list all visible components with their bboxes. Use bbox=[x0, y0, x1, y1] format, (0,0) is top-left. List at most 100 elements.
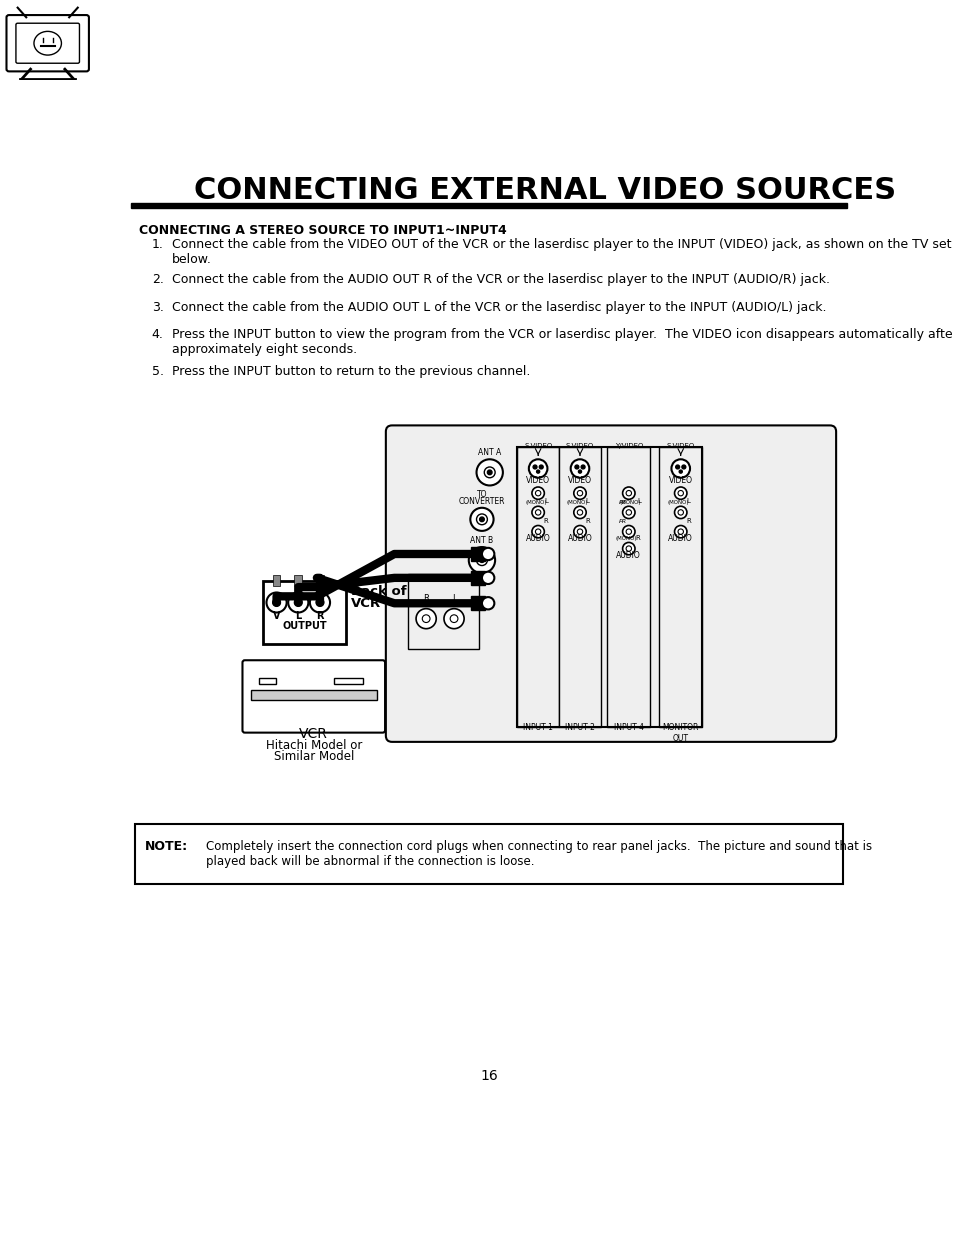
Text: AUDIO: AUDIO bbox=[668, 535, 693, 543]
Text: L: L bbox=[585, 498, 589, 504]
FancyBboxPatch shape bbox=[385, 425, 835, 742]
Circle shape bbox=[315, 599, 323, 606]
Circle shape bbox=[575, 466, 578, 469]
Circle shape bbox=[577, 510, 582, 515]
Text: Connect the cable from the AUDIO OUT R of the VCR or the laserdisc player to the: Connect the cable from the AUDIO OUT R o… bbox=[172, 273, 829, 287]
Bar bbox=[294, 574, 302, 585]
Bar bbox=[258, 678, 275, 684]
Circle shape bbox=[536, 471, 539, 473]
Circle shape bbox=[573, 487, 585, 499]
Text: V: V bbox=[273, 611, 280, 621]
Bar bbox=[273, 574, 280, 585]
Bar bbox=[517, 447, 558, 727]
FancyBboxPatch shape bbox=[7, 15, 89, 72]
Bar bbox=[471, 547, 484, 561]
Circle shape bbox=[479, 558, 484, 562]
Circle shape bbox=[476, 555, 487, 566]
Circle shape bbox=[679, 471, 681, 473]
Circle shape bbox=[310, 593, 330, 613]
Text: Y/VIDEO: Y/VIDEO bbox=[614, 443, 642, 450]
Circle shape bbox=[470, 508, 493, 531]
Text: (MONO): (MONO) bbox=[615, 536, 637, 541]
Circle shape bbox=[674, 526, 686, 537]
Bar bbox=[334, 678, 363, 684]
Bar bbox=[659, 447, 701, 727]
Text: 16: 16 bbox=[479, 1070, 497, 1083]
Text: 4.: 4. bbox=[152, 329, 164, 341]
Bar bbox=[471, 571, 484, 585]
Circle shape bbox=[535, 510, 540, 515]
Text: L: L bbox=[452, 594, 456, 603]
Text: 5.: 5. bbox=[152, 366, 164, 378]
Circle shape bbox=[479, 517, 484, 521]
Circle shape bbox=[294, 599, 302, 606]
Circle shape bbox=[678, 529, 682, 535]
Circle shape bbox=[535, 529, 540, 535]
Circle shape bbox=[476, 514, 487, 525]
Text: Completely insert the connection cord plugs when connecting to rear panel jacks.: Completely insert the connection cord pl… bbox=[206, 840, 871, 868]
Text: Back of: Back of bbox=[351, 585, 406, 598]
Text: R: R bbox=[635, 535, 639, 541]
Text: Connect the cable from the VIDEO OUT of the VCR or the laserdisc player to the I: Connect the cable from the VIDEO OUT of … bbox=[172, 237, 950, 266]
Circle shape bbox=[675, 466, 679, 469]
Text: S-VIDEO: S-VIDEO bbox=[523, 443, 552, 450]
Text: VCR: VCR bbox=[299, 727, 328, 741]
Circle shape bbox=[450, 615, 457, 622]
Circle shape bbox=[468, 547, 495, 573]
Text: L: L bbox=[637, 498, 641, 504]
Text: Press the INPUT button to return to the previous channel.: Press the INPUT button to return to the … bbox=[172, 366, 530, 378]
Text: Press the INPUT button to view the program from the VCR or laserdisc player.  Th: Press the INPUT button to view the progr… bbox=[172, 329, 953, 357]
Text: Connect the cable from the AUDIO OUT L of the VCR or the laserdisc player to the: Connect the cable from the AUDIO OUT L o… bbox=[172, 300, 825, 314]
Circle shape bbox=[625, 490, 631, 496]
Circle shape bbox=[443, 609, 464, 629]
Text: AUDIO TO HI-FI: AUDIO TO HI-FI bbox=[419, 577, 467, 582]
Circle shape bbox=[266, 593, 286, 613]
Circle shape bbox=[533, 466, 537, 469]
Text: S-VIDEO: S-VIDEO bbox=[666, 443, 694, 450]
Bar bbox=[407, 574, 478, 650]
Circle shape bbox=[34, 31, 61, 56]
Circle shape bbox=[622, 526, 635, 537]
Text: AUDIO: AUDIO bbox=[525, 535, 550, 543]
Text: R: R bbox=[543, 517, 548, 524]
Circle shape bbox=[578, 471, 581, 473]
Circle shape bbox=[481, 572, 494, 584]
Text: VIDEO: VIDEO bbox=[668, 477, 692, 485]
Text: AUDIO: AUDIO bbox=[616, 551, 640, 561]
Bar bbox=[131, 203, 846, 209]
Bar bbox=[471, 597, 484, 610]
Circle shape bbox=[484, 467, 495, 478]
Text: 1.: 1. bbox=[152, 237, 164, 251]
Text: (MONO): (MONO) bbox=[524, 500, 546, 505]
Circle shape bbox=[622, 487, 635, 499]
Text: VCR: VCR bbox=[351, 598, 380, 610]
Text: CONVERTER: CONVERTER bbox=[458, 498, 505, 506]
Text: (MONO): (MONO) bbox=[667, 500, 688, 505]
Circle shape bbox=[528, 459, 547, 478]
Text: R: R bbox=[585, 517, 590, 524]
Bar bbox=[607, 447, 649, 727]
Text: VIDEO: VIDEO bbox=[567, 477, 592, 485]
Text: 3.: 3. bbox=[152, 300, 164, 314]
Circle shape bbox=[625, 510, 631, 515]
Circle shape bbox=[476, 459, 502, 485]
Text: CONNECTING A STEREO SOURCE TO INPUT1~INPUT4: CONNECTING A STEREO SOURCE TO INPUT1~INP… bbox=[138, 224, 506, 237]
Text: S-VIDEO: S-VIDEO bbox=[565, 443, 594, 450]
Circle shape bbox=[674, 506, 686, 519]
Text: L: L bbox=[294, 611, 301, 621]
Circle shape bbox=[481, 548, 494, 561]
Circle shape bbox=[625, 529, 631, 535]
Text: 2.: 2. bbox=[152, 273, 164, 287]
Text: Similar Model: Similar Model bbox=[274, 750, 354, 763]
Text: NOTE:: NOTE: bbox=[145, 840, 188, 852]
Circle shape bbox=[573, 526, 585, 537]
Bar bbox=[134, 824, 842, 884]
Text: R: R bbox=[685, 517, 690, 524]
Circle shape bbox=[535, 490, 540, 496]
Circle shape bbox=[577, 529, 582, 535]
Circle shape bbox=[487, 471, 492, 474]
Circle shape bbox=[573, 506, 585, 519]
Circle shape bbox=[580, 466, 584, 469]
Circle shape bbox=[538, 466, 542, 469]
Circle shape bbox=[481, 597, 494, 609]
